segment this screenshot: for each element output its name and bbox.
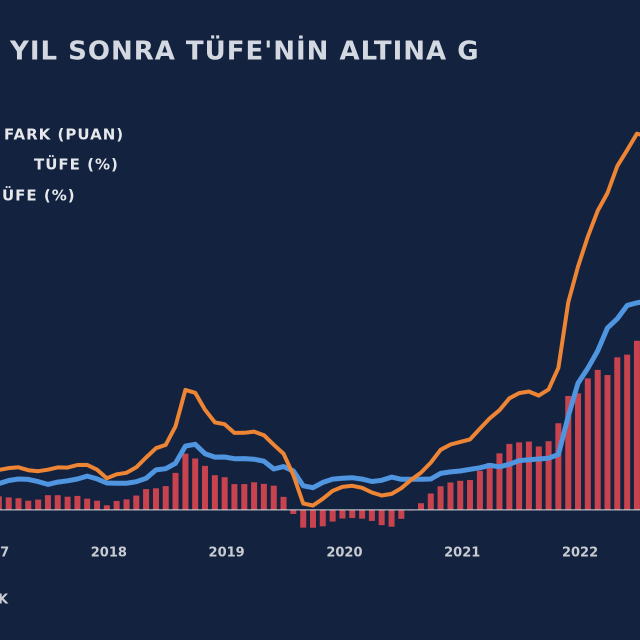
bar	[467, 480, 474, 510]
bar	[231, 484, 238, 510]
bar	[584, 378, 591, 510]
bar	[614, 357, 621, 510]
bar	[44, 495, 51, 510]
bar	[5, 497, 12, 510]
bar	[211, 475, 218, 510]
bar	[339, 509, 346, 519]
bar	[143, 489, 150, 510]
bar	[525, 441, 532, 510]
bar	[437, 486, 444, 510]
bar	[123, 499, 130, 510]
bar	[349, 509, 356, 519]
x-tick-label: 2022	[562, 546, 598, 561]
bar	[506, 443, 513, 510]
legend-entry: FARK (PUAN)	[4, 126, 124, 144]
bar	[103, 505, 110, 510]
bar	[54, 495, 61, 510]
bar	[201, 465, 208, 510]
bar	[290, 509, 297, 514]
bar	[368, 509, 375, 521]
line-series	[0, 131, 640, 508]
bar	[457, 480, 464, 510]
bar	[516, 442, 523, 510]
bar	[221, 477, 228, 510]
legend-entry: ÜFE (%)	[2, 186, 76, 205]
bar	[319, 509, 326, 527]
bar	[172, 472, 179, 510]
bar	[241, 484, 248, 510]
bar	[152, 488, 159, 510]
x-tick-label: 2021	[444, 546, 480, 561]
bar	[0, 496, 2, 510]
bar	[604, 375, 611, 510]
bar	[565, 395, 572, 510]
bar	[192, 458, 199, 510]
bar	[496, 453, 503, 510]
bar	[418, 503, 425, 510]
bar	[378, 509, 385, 526]
source: K	[0, 593, 9, 608]
bar	[35, 499, 42, 510]
bar	[309, 509, 316, 528]
bar	[84, 498, 91, 510]
bar	[398, 509, 405, 519]
bar	[535, 446, 542, 510]
x-tick-label: 2018	[91, 546, 127, 561]
bar	[182, 453, 189, 510]
bar	[300, 509, 307, 528]
bar	[624, 354, 631, 510]
bar	[280, 496, 287, 510]
x-tick-label: 2019	[209, 546, 245, 561]
bar	[25, 500, 32, 510]
x-tick-label: 2017	[0, 546, 9, 561]
bar	[427, 493, 434, 510]
bar	[270, 485, 277, 510]
bar	[447, 482, 454, 510]
bar	[545, 441, 552, 510]
bar	[388, 509, 395, 527]
bar	[260, 483, 267, 510]
line-series	[0, 299, 640, 491]
bar	[251, 482, 258, 510]
bar	[486, 463, 493, 510]
bar	[113, 500, 120, 510]
legend-entry: TÜFE (%)	[34, 155, 119, 174]
x-tick-label: 2020	[326, 546, 362, 561]
bar	[329, 509, 336, 522]
bar	[633, 340, 640, 510]
bar	[476, 470, 483, 510]
bar	[64, 496, 71, 510]
chart-title: YIL SONRA TÜFE'NİN ALTINA G	[9, 34, 480, 67]
bar	[74, 495, 81, 510]
bar	[555, 423, 562, 510]
bar	[162, 486, 169, 510]
bar	[359, 509, 366, 519]
bar	[575, 393, 582, 510]
bar	[94, 500, 101, 510]
bar	[15, 498, 22, 510]
bar	[594, 369, 601, 510]
plot	[0, 131, 640, 528]
bar	[133, 495, 140, 510]
